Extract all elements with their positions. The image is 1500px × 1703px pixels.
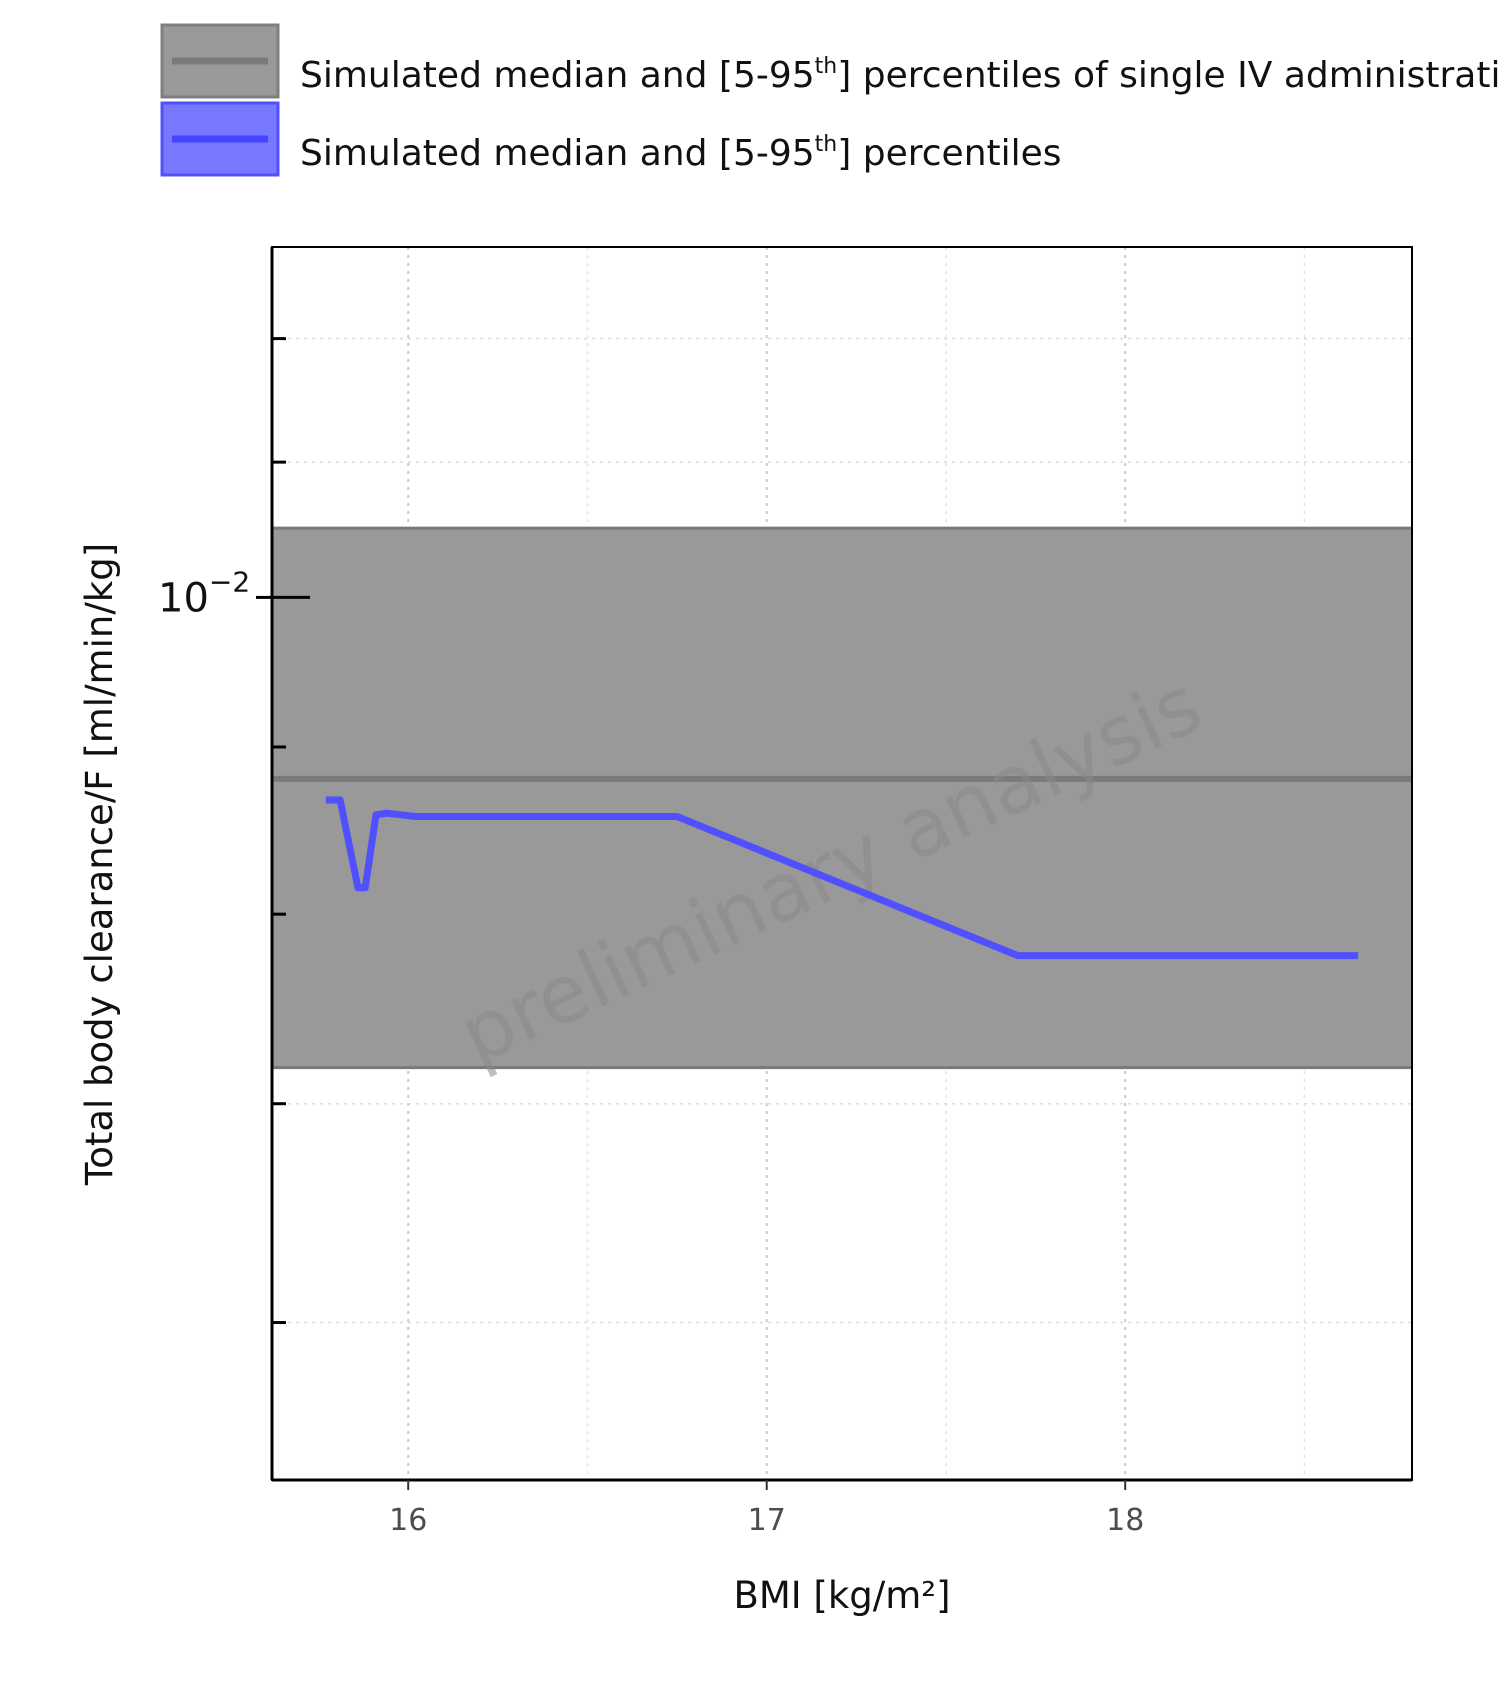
legend-entry-simulated: Simulated median and [5-95th] percentile… [160,101,1062,177]
legend-label-simulated-main: Simulated median and [5-95 [300,133,815,174]
legend-entry-reference: Simulated median and [5-95th] percentile… [160,23,1500,99]
x-tick-label: 18 [1106,1503,1144,1538]
legend-label-reference-sup: th [815,54,838,79]
x-tick-label: 17 [748,1503,786,1538]
legend-label-reference-main: Simulated median and [5-95 [300,55,815,96]
x-axis-ticks: 16 17 18 [389,1480,1144,1538]
y-axis-title: Total body clearance/F [ml/min/kg] [78,543,121,1186]
legend: Simulated median and [5-95th] percentile… [160,23,1500,177]
series-line-simulated [325,796,1359,960]
y-tick-label-base: 10 [158,575,209,621]
y-tick-label-exponent: −2 [209,565,250,598]
legend-label-simulated: Simulated median and [5-95th] percentile… [300,132,1062,174]
legend-label-simulated-rest: ] percentiles [837,133,1061,174]
legend-label-reference-rest: ] percentiles of single IV administratio… [837,55,1500,96]
x-tick-label: 16 [389,1503,427,1538]
x-axis-title: BMI [kg/m²] [733,1574,950,1617]
reference-band [272,528,1412,1068]
y-tick-label-major: 10−2 [158,565,250,621]
legend-label-simulated-sup: th [815,132,838,157]
plot-area: preliminary analysis [270,246,1413,1482]
y-axis-ticks: 10−2 [158,337,310,1325]
legend-label-reference: Simulated median and [5-95th] percentile… [300,54,1500,96]
